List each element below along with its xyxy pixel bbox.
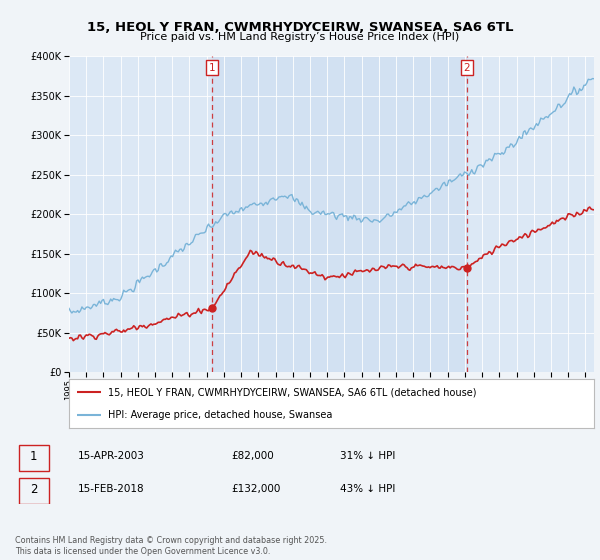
Text: 15-FEB-2018: 15-FEB-2018 bbox=[78, 484, 145, 494]
Text: HPI: Average price, detached house, Swansea: HPI: Average price, detached house, Swan… bbox=[109, 410, 333, 420]
Bar bbox=[212, 56, 467, 372]
Text: 43% ↓ HPI: 43% ↓ HPI bbox=[340, 484, 395, 494]
Bar bbox=[19, 478, 49, 504]
Text: £132,000: £132,000 bbox=[231, 484, 280, 494]
Text: 15, HEOL Y FRAN, CWMRHYDYCEIRW, SWANSEA, SA6 6TL: 15, HEOL Y FRAN, CWMRHYDYCEIRW, SWANSEA,… bbox=[87, 21, 513, 34]
Text: 2: 2 bbox=[30, 483, 38, 496]
Text: 15, HEOL Y FRAN, CWMRHYDYCEIRW, SWANSEA, SA6 6TL (detached house): 15, HEOL Y FRAN, CWMRHYDYCEIRW, SWANSEA,… bbox=[109, 388, 477, 398]
Text: 1: 1 bbox=[30, 450, 38, 463]
Text: £82,000: £82,000 bbox=[231, 451, 274, 461]
Bar bbox=[19, 445, 49, 471]
Text: Price paid vs. HM Land Registry’s House Price Index (HPI): Price paid vs. HM Land Registry’s House … bbox=[140, 32, 460, 43]
Text: 1: 1 bbox=[208, 63, 215, 73]
Text: 2: 2 bbox=[464, 63, 470, 73]
Text: 31% ↓ HPI: 31% ↓ HPI bbox=[340, 451, 395, 461]
Text: 15-APR-2003: 15-APR-2003 bbox=[78, 451, 145, 461]
Text: Contains HM Land Registry data © Crown copyright and database right 2025.
This d: Contains HM Land Registry data © Crown c… bbox=[15, 536, 327, 556]
